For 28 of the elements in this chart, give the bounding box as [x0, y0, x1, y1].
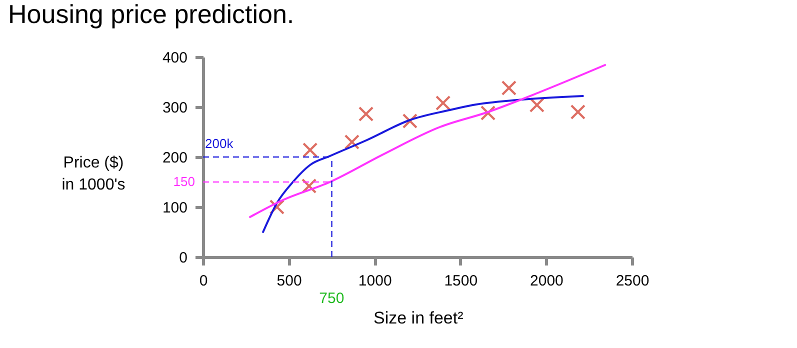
x-tick-label: 2000 — [530, 272, 564, 290]
x-tick-label: 0 — [199, 272, 208, 290]
point — [301, 178, 317, 194]
point — [529, 97, 545, 113]
point — [570, 104, 586, 120]
point — [480, 105, 496, 121]
ref-line-label: 150 — [173, 174, 195, 189]
point — [435, 95, 451, 111]
y-axis-title: Price ($) in 1000's — [62, 154, 126, 194]
chart-title: Housing price prediction. — [8, 0, 294, 29]
point — [358, 106, 374, 122]
y-tick-label: 400 — [162, 50, 188, 66]
ref-line-label: 750 — [319, 290, 344, 307]
y-tick-label: 200 — [162, 150, 188, 166]
point — [501, 80, 517, 96]
point — [269, 199, 285, 215]
ref-line-label: 200k — [205, 136, 234, 151]
y-tick-label: 100 — [162, 200, 188, 216]
x-tick-label: 2500 — [616, 272, 650, 290]
x-tick-label: 1500 — [444, 272, 478, 290]
point — [402, 113, 418, 129]
y-tick-label: 300 — [162, 100, 188, 116]
x-tick-label: 500 — [276, 272, 302, 290]
point — [344, 134, 360, 150]
point — [302, 142, 318, 158]
x-axis-title: Size in feet² — [374, 308, 464, 328]
y-tick-label: 0 — [179, 250, 188, 266]
x-tick-label: 1000 — [358, 272, 392, 290]
